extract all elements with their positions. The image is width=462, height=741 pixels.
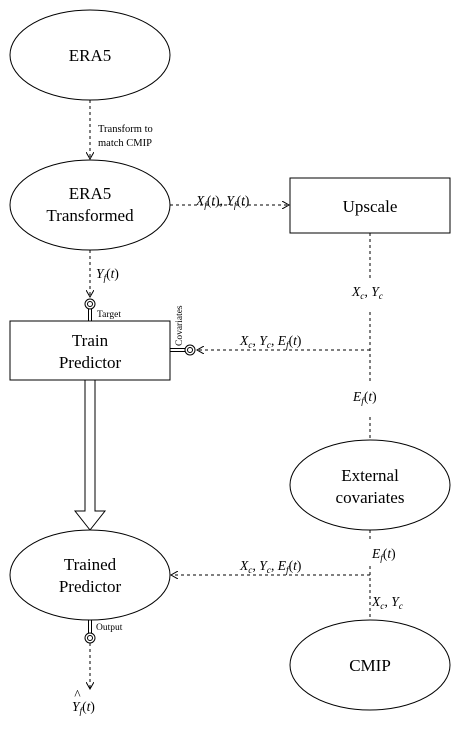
covariates-port-label: Covariates [175, 305, 185, 346]
era5-node: ERA5 [9, 9, 171, 101]
trained-predictor-node: Trained Predictor [9, 529, 171, 621]
train-predictor-node: Train Predictor [9, 320, 171, 381]
target-port-label: Target [97, 310, 121, 320]
yhat-label: Yf(t) ^ [72, 687, 95, 717]
xc-yc-ef-trained-label: Xc, Yc, Ef(t) [239, 558, 301, 576]
yf-label: Yf(t) [96, 266, 119, 284]
xf-yf-label: Xf(t), Yf(t) [195, 193, 249, 211]
output-port [84, 620, 96, 644]
covariates-port [170, 344, 196, 356]
ef-upper-label: Ef(t) [352, 389, 377, 407]
train-predictor-label-line2: Predictor [59, 353, 122, 372]
era5-transformed-node: ERA5 Transformed [9, 159, 171, 251]
xc-yc-ef-train-label: Xc, Yc, Ef(t) [239, 333, 301, 351]
svg-text:Yf(t): Yf(t) [72, 699, 95, 717]
cmip-label: CMIP [349, 656, 391, 675]
target-port [84, 298, 96, 321]
external-covariates-label-line1: External [341, 466, 399, 485]
cmip-node: CMIP [289, 619, 451, 711]
xc-yc-lower-label: Xc, Yc [371, 594, 404, 612]
trained-predictor-label-line2: Predictor [59, 577, 122, 596]
era5-transformed-label-line2: Transformed [46, 206, 134, 225]
external-covariates-label-line2: covariates [336, 488, 405, 507]
era5-transformed-label-line1: ERA5 [69, 184, 112, 203]
trained-predictor-label-line1: Trained [64, 555, 117, 574]
training-flow-arrow [73, 379, 107, 531]
transform-label-line2: match CMIP [98, 138, 152, 149]
output-port-label: Output [96, 623, 123, 633]
train-predictor-label-line1: Train [72, 331, 109, 350]
ef-lower-label: Ef(t) [371, 546, 396, 564]
upscale-label: Upscale [343, 197, 398, 216]
external-covariates-node: External covariates [289, 439, 451, 531]
era5-label: ERA5 [69, 46, 112, 65]
transform-label-line1: Transform to [98, 124, 153, 135]
svg-text:^: ^ [74, 687, 81, 702]
upscale-node: Upscale [289, 177, 451, 234]
xc-yc-upper-label: Xc, Yc [351, 284, 384, 302]
